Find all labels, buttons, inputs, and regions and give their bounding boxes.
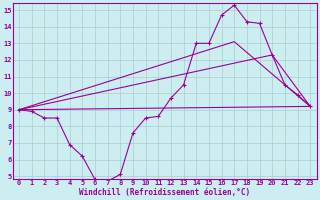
X-axis label: Windchill (Refroidissement éolien,°C): Windchill (Refroidissement éolien,°C) [79, 188, 250, 197]
